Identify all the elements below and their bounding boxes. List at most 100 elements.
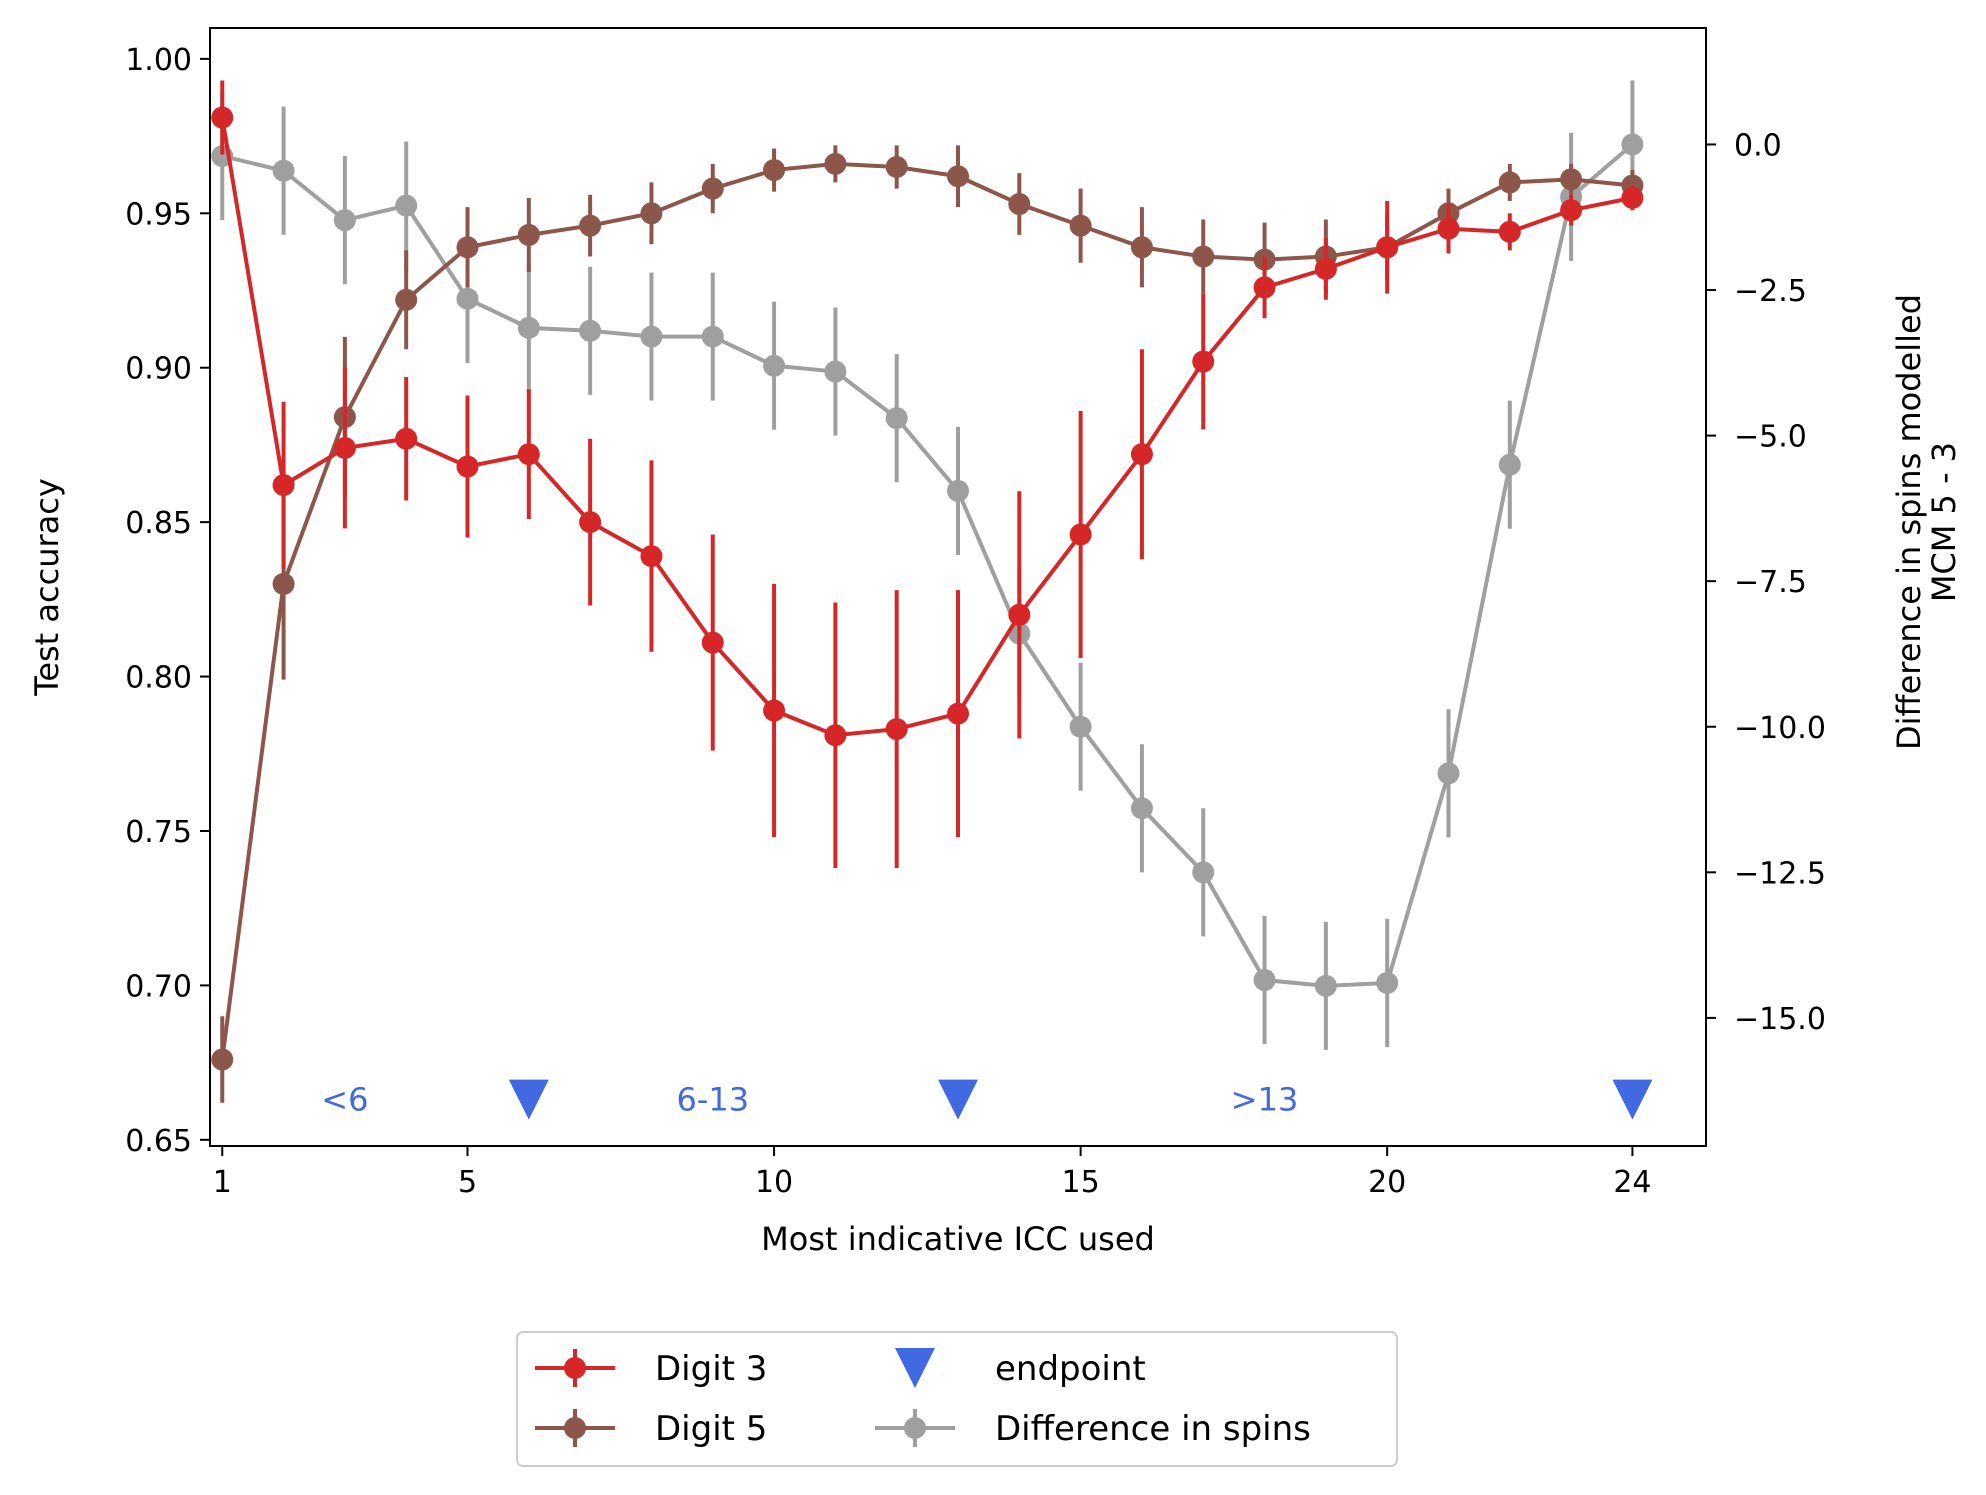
legend-box	[516, 1331, 1398, 1467]
y2-axis-label-line1: Difference in spins modelled	[1890, 294, 1928, 750]
data-point	[579, 319, 602, 342]
x-axis-label: Most indicative ICC used	[761, 1220, 1155, 1258]
data-point	[1498, 171, 1521, 194]
x-tick-label: 10	[755, 1165, 793, 1200]
y2-tick-label: −2.5	[1734, 274, 1807, 309]
region-label: <6	[321, 1081, 368, 1119]
legend-point	[904, 1417, 926, 1439]
plot-layer: <6 6-13 >13	[211, 80, 1653, 1120]
data-point	[579, 511, 602, 534]
x-tick-label: 5	[458, 1165, 477, 1200]
legend-swatch	[535, 1349, 615, 1387]
endpoint-marker	[508, 1079, 549, 1120]
data-point	[1376, 236, 1399, 259]
data-point	[333, 209, 356, 232]
data-point	[272, 159, 295, 182]
data-point	[1314, 257, 1337, 280]
legend-label: endpoint	[995, 1349, 1146, 1389]
data-point	[1560, 168, 1583, 191]
data-point	[701, 325, 724, 348]
data-point	[640, 325, 663, 348]
data-point	[1130, 797, 1153, 820]
axes-layer: 1 5 10 15 20 240.650.700.750.800.850.900.951.…	[28, 27, 1963, 1258]
data-point	[395, 288, 418, 311]
legend-point	[564, 1357, 586, 1379]
data-point	[517, 223, 540, 246]
data-point	[1253, 276, 1276, 299]
y-tick-label: 0.95	[125, 197, 192, 232]
y-tick-label: 1.00	[125, 43, 192, 78]
region-label: >13	[1231, 1081, 1299, 1119]
x-tick-label: 24	[1613, 1165, 1651, 1200]
data-point	[395, 194, 418, 217]
data-point	[640, 202, 663, 225]
x-tick-label: 20	[1368, 1165, 1406, 1200]
data-point	[1376, 971, 1399, 994]
data-point	[1437, 762, 1460, 785]
legend-point	[564, 1417, 586, 1439]
data-point	[947, 165, 969, 188]
series-digit-3	[211, 80, 1644, 869]
data-point	[763, 354, 786, 377]
y-tick-label: 0.90	[125, 352, 192, 387]
region-label: 6-13	[676, 1081, 749, 1119]
legend-label: Difference in spins	[995, 1409, 1311, 1449]
endpoint-marker	[1612, 1079, 1653, 1120]
data-point	[947, 479, 969, 502]
data-point	[885, 155, 908, 178]
data-point	[272, 572, 295, 595]
series-line	[220, 161, 1633, 1060]
data-point	[824, 152, 847, 175]
data-point	[395, 427, 418, 450]
data-point	[272, 474, 295, 497]
data-point	[1560, 199, 1583, 222]
y-tick-label: 0.80	[125, 661, 192, 696]
legend-label: Digit 3	[655, 1349, 767, 1389]
data-point	[1069, 523, 1092, 546]
legend-label: Digit 5	[655, 1409, 767, 1449]
data-point	[1621, 133, 1644, 156]
legend-endpoint-marker	[895, 1348, 935, 1388]
plot-frame	[209, 27, 1707, 1147]
legend-swatch	[535, 1409, 615, 1447]
data-point	[211, 1048, 234, 1071]
y-tick-label: 0.85	[125, 506, 192, 541]
data-point	[517, 443, 540, 466]
series-line	[220, 117, 1633, 738]
data-point	[763, 699, 786, 722]
data-point	[1621, 186, 1644, 209]
data-point	[1192, 861, 1215, 884]
data-point	[1498, 220, 1521, 243]
data-point	[763, 159, 786, 182]
data-point	[1192, 350, 1215, 373]
data-point	[1192, 245, 1215, 268]
data-point	[1130, 236, 1153, 259]
data-point	[211, 106, 234, 129]
data-point	[456, 455, 479, 478]
data-point	[885, 407, 908, 430]
y2-tick-label: −12.5	[1734, 856, 1826, 891]
data-point	[947, 702, 969, 725]
data-point	[1437, 217, 1460, 240]
x-tick-label: 1	[213, 1165, 232, 1200]
data-point	[456, 287, 479, 310]
data-point	[456, 236, 479, 259]
data-point	[1253, 969, 1276, 992]
data-point	[701, 631, 724, 654]
y2-tick-label: −7.5	[1734, 565, 1807, 600]
data-point	[824, 360, 847, 383]
y2-axis-label-line2: MCM 5 - 3	[1925, 442, 1963, 602]
y2-tick-label: −5.0	[1734, 420, 1807, 455]
data-point	[701, 177, 724, 200]
data-point	[1008, 603, 1031, 626]
y-tick-label: 0.75	[125, 815, 192, 850]
data-point	[1314, 974, 1337, 997]
y-tick-label: 0.70	[125, 969, 192, 1004]
x-tick-label: 15	[1062, 1165, 1100, 1200]
data-point	[1008, 193, 1031, 216]
series-digit-5	[211, 145, 1644, 1103]
y-axis-label: Test accuracy	[28, 478, 66, 697]
y2-tick-label: 0.0	[1734, 128, 1782, 163]
series-line	[221, 142, 1634, 988]
